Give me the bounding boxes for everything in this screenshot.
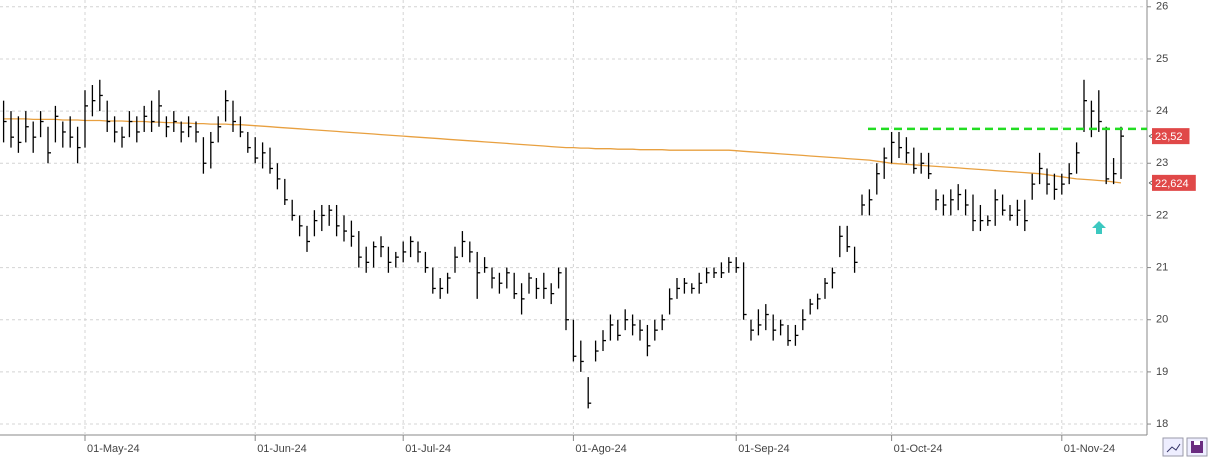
save-icon-label: [1194, 441, 1200, 445]
marker-box: [1152, 174, 1196, 191]
moving-average-line: [3, 118, 1122, 184]
y-tick-label: 26: [1156, 1, 1168, 13]
marker-label: 22,624: [1155, 178, 1189, 190]
x-tick-label: 01-Sep-24: [738, 443, 789, 455]
y-tick-label: 25: [1156, 53, 1168, 65]
y-tick-label: 20: [1156, 314, 1168, 326]
y-tick-label: 21: [1156, 261, 1168, 273]
marker-box: [1152, 128, 1190, 145]
x-tick-label: 01-Nov-24: [1064, 443, 1115, 455]
y-tick-label: 18: [1156, 418, 1168, 430]
marker-label: 23,52: [1155, 131, 1183, 143]
y-tick-label: 19: [1156, 366, 1168, 378]
signal-arrow: [1092, 221, 1106, 234]
x-tick-label: 01-Oct-24: [894, 443, 943, 455]
y-tick-label: 23: [1156, 157, 1168, 169]
x-tick-label: 01-Jun-24: [257, 443, 307, 455]
toolbar: [1162, 437, 1208, 457]
x-tick-label: 01-Jul-24: [405, 443, 451, 455]
scale-icon: [1166, 443, 1181, 453]
y-tick-label: 24: [1156, 105, 1168, 117]
x-tick-label: 01-Ago-24: [575, 443, 626, 455]
scale-button[interactable]: [1162, 437, 1184, 457]
y-tick-label: 22: [1156, 209, 1168, 221]
x-tick-label: 01-May-24: [87, 443, 140, 455]
